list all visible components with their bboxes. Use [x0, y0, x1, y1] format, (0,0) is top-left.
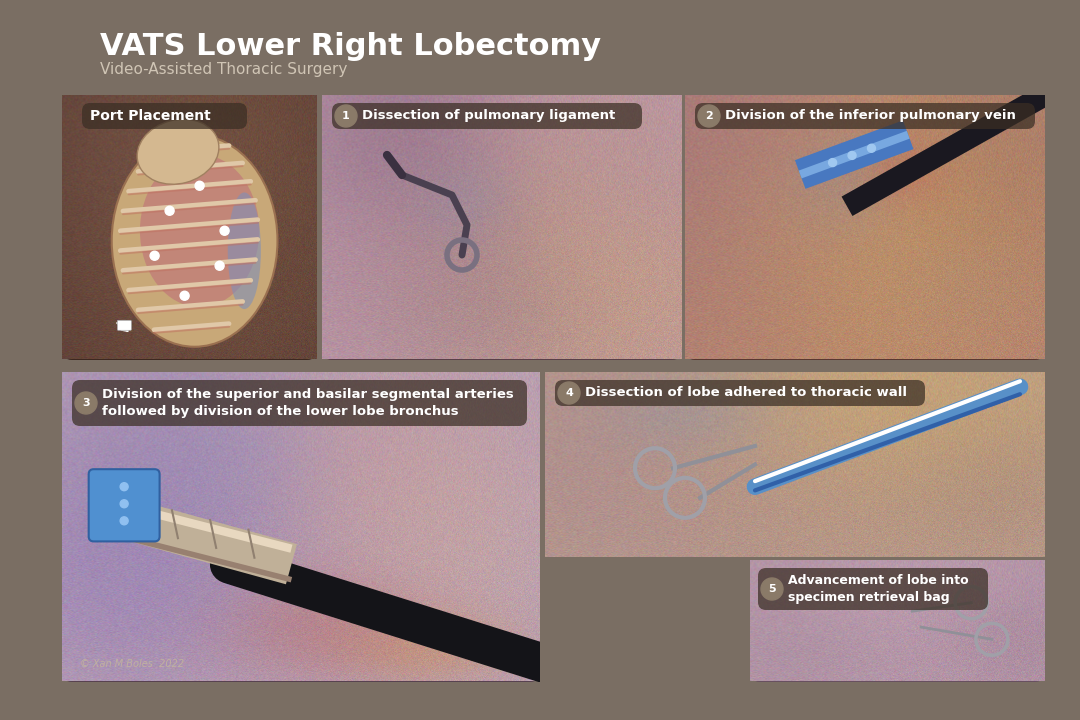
- Text: 5: 5: [768, 584, 775, 594]
- Circle shape: [698, 105, 720, 127]
- Text: 2: 2: [705, 111, 713, 121]
- Text: Division of the inferior pulmonary vein: Division of the inferior pulmonary vein: [725, 109, 1016, 122]
- Text: Video-Assisted Thoracic Surgery: Video-Assisted Thoracic Surgery: [100, 62, 348, 77]
- Text: 4: 4: [565, 388, 572, 398]
- Text: 3: 3: [82, 398, 90, 408]
- Text: VATS Lower Right Lobectomy: VATS Lower Right Lobectomy: [100, 32, 602, 61]
- Text: Port Placement: Port Placement: [90, 109, 211, 123]
- FancyBboxPatch shape: [750, 560, 1045, 682]
- Text: Dissection of lobe adhered to thoracic wall: Dissection of lobe adhered to thoracic w…: [585, 387, 907, 400]
- FancyBboxPatch shape: [332, 103, 642, 129]
- Circle shape: [761, 578, 783, 600]
- Text: Dissection of pulmonary ligament: Dissection of pulmonary ligament: [362, 109, 616, 122]
- FancyBboxPatch shape: [696, 103, 1035, 129]
- FancyBboxPatch shape: [545, 372, 1045, 557]
- FancyBboxPatch shape: [322, 95, 681, 360]
- Text: 1: 1: [342, 111, 350, 121]
- Text: Division of the superior and basilar segmental arteries
followed by division of : Division of the superior and basilar seg…: [102, 388, 514, 418]
- Circle shape: [75, 392, 97, 414]
- FancyBboxPatch shape: [82, 103, 247, 129]
- FancyBboxPatch shape: [72, 380, 527, 426]
- Circle shape: [335, 105, 357, 127]
- FancyBboxPatch shape: [62, 372, 540, 682]
- Text: © Xan M Boles  2022: © Xan M Boles 2022: [80, 659, 184, 669]
- FancyBboxPatch shape: [758, 568, 988, 610]
- Text: Advancement of lobe into
specimen retrieval bag: Advancement of lobe into specimen retrie…: [788, 574, 969, 604]
- FancyBboxPatch shape: [685, 95, 1045, 360]
- Circle shape: [558, 382, 580, 404]
- FancyBboxPatch shape: [62, 95, 318, 360]
- FancyBboxPatch shape: [555, 380, 924, 406]
